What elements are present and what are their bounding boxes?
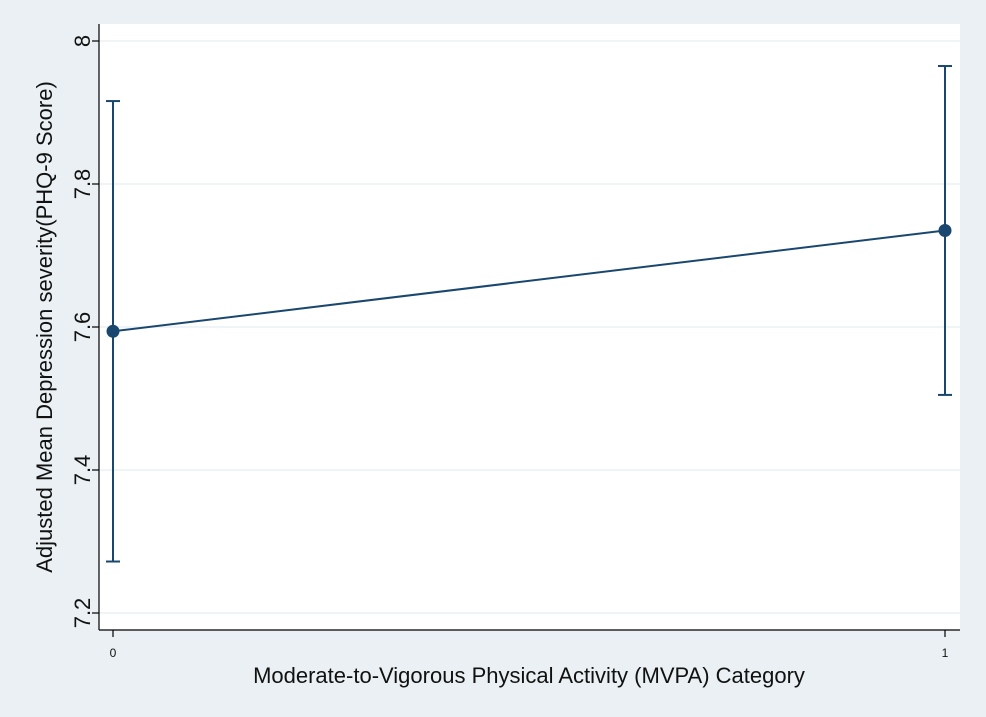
series-line [112,229,946,333]
y-ticks: 7.2 7.4 7.6 7.8 8 [70,35,99,628]
y-tick-label: 7.6 [70,312,95,343]
data-point [106,324,120,338]
series-0 [106,65,952,563]
data-point [938,223,952,237]
grid-lines [99,40,960,614]
x-axis-title: Moderate-to-Vigorous Physical Activity (… [253,663,805,688]
y-axis-title: Adjusted Mean Depression severity(PHQ-9 … [32,81,57,573]
x-tick-label: 0 [110,646,117,660]
x-tick-label: 1 [942,646,949,660]
y-tick-label: 7.2 [70,598,95,629]
y-tick-label: 7.4 [70,455,95,486]
y-tick-label: 7.8 [70,169,95,200]
y-tick-label: 8 [70,35,95,47]
